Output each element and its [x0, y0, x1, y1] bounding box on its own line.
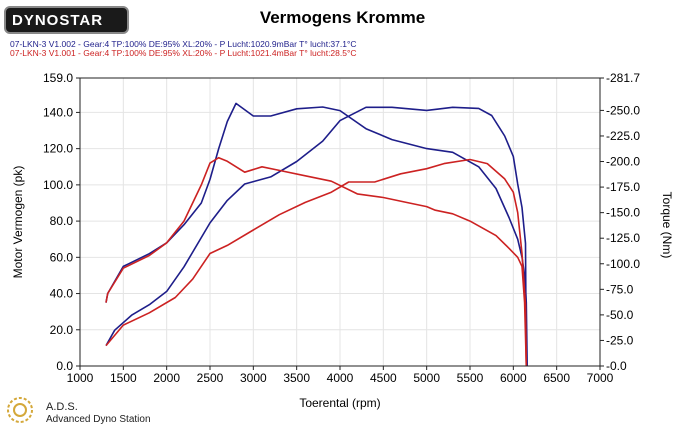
- x-axis-label: Toerental (rpm): [299, 396, 380, 410]
- x-tick-label: 2000: [153, 371, 180, 385]
- x-tick-label: 7000: [587, 371, 614, 385]
- x-tick-label: 5000: [413, 371, 440, 385]
- dynostar-logo: DYNOSTAR: [4, 6, 129, 34]
- y-left-tick-label: 60.0: [50, 250, 74, 264]
- y-left-tick-label: 159.0: [43, 71, 73, 85]
- legend-entry-1: 07-LKN-3 V1.002 - Gear:4 TP:100% DE:95% …: [10, 39, 357, 49]
- y-right-tick-label: -50.0: [606, 308, 634, 322]
- y-right-tick-label: -125.0: [606, 231, 640, 245]
- y-left-tick-label: 100.0: [43, 178, 73, 192]
- series-torque-07-lkn-3-v1-002: [105, 106, 528, 367]
- ads-title: A.D.S.: [46, 401, 78, 413]
- x-tick-label: 5500: [457, 371, 484, 385]
- y-left-tick-label: 20.0: [50, 323, 74, 337]
- y-right-tick-label: -100.0: [606, 257, 640, 271]
- y-right-tick-label: -200.0: [606, 155, 640, 169]
- x-tick-label: 6500: [543, 371, 570, 385]
- y-right-tick-label: -25.0: [606, 333, 634, 347]
- series-power-07-lkn-3-v1-002: [105, 102, 528, 367]
- x-tick-label: 4000: [327, 371, 354, 385]
- series-power-07-lkn-3-v1-001: [105, 156, 528, 367]
- y-right-tick-label: -0.0: [606, 359, 627, 373]
- y-right-tick-label: -175.0: [606, 180, 640, 194]
- series-torque-07-lkn-3-v1-001: [105, 158, 528, 367]
- legend-entry-2: 07-LKN-3 V1.001 - Gear:4 TP:100% DE:95% …: [10, 48, 357, 58]
- y-right-tick-label: -75.0: [606, 282, 634, 296]
- y-right-tick-label: -250.0: [606, 103, 640, 117]
- chart-title: Vermogens Kromme: [259, 8, 426, 27]
- y-left-tick-label: 40.0: [50, 287, 74, 301]
- x-tick-label: 1500: [110, 371, 137, 385]
- y-right-tick-label: -225.0: [606, 129, 640, 143]
- y-right-tick-label: -281.7: [606, 71, 640, 85]
- x-tick-label: 3000: [240, 371, 267, 385]
- y-left-tick-label: 0.0: [56, 359, 73, 373]
- y-right-axis-label: Torque (Nm): [660, 192, 674, 259]
- y-right-axis-ticks: -0.0 -25.0 -50.0 -75.0 -100.0 -125.0 -150.0 -17…: [600, 71, 640, 373]
- x-axis-ticks: 1000 1500 2000 2500 3000 3500 4000 4500 5000 5500…: [67, 366, 614, 385]
- logo-text: DYNOSTAR: [12, 12, 104, 29]
- y-left-tick-label: 140.0: [43, 105, 73, 119]
- y-left-tick-label: 80.0: [50, 214, 74, 228]
- x-tick-label: 4500: [370, 371, 397, 385]
- x-tick-label: 6000: [500, 371, 527, 385]
- y-left-axis-ticks: 0.0 20.0 40.0 60.0 80.0 100.0 120.0 140.0 159.0: [43, 71, 80, 373]
- y-left-tick-label: 120.0: [43, 142, 73, 156]
- y-right-tick-label: -150.0: [606, 206, 640, 220]
- series-lines: [105, 102, 528, 367]
- ads-logo-icon: [7, 397, 33, 423]
- x-tick-label: 2500: [197, 371, 224, 385]
- ads-subtitle: Advanced Dyno Station: [46, 414, 151, 425]
- x-tick-label: 1000: [67, 371, 94, 385]
- x-tick-label: 3500: [283, 371, 310, 385]
- y-left-axis-label: Motor Vermogen (pk): [11, 166, 25, 279]
